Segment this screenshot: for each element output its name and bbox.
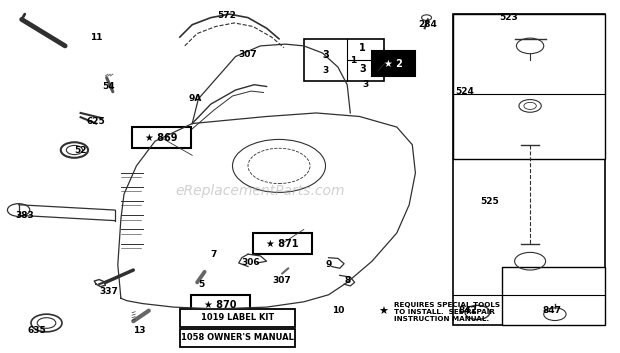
Text: 842: 842	[459, 306, 477, 315]
Text: 572: 572	[217, 11, 236, 20]
Text: 9: 9	[326, 260, 332, 269]
Text: 1058 OWNER'S MANUAL: 1058 OWNER'S MANUAL	[180, 333, 294, 342]
Text: 307: 307	[239, 50, 257, 59]
Text: 284: 284	[418, 20, 437, 29]
Circle shape	[422, 15, 432, 20]
Text: ★ 869: ★ 869	[145, 133, 177, 143]
FancyBboxPatch shape	[253, 233, 312, 254]
Text: 847: 847	[542, 306, 561, 315]
Text: 3: 3	[322, 66, 329, 75]
Text: 5: 5	[198, 280, 205, 289]
FancyBboxPatch shape	[502, 267, 604, 325]
Circle shape	[7, 204, 30, 216]
Text: 52: 52	[74, 145, 87, 155]
Text: ★: ★	[378, 307, 388, 317]
Text: 9A: 9A	[188, 94, 202, 103]
Text: eReplacementParts.com: eReplacementParts.com	[175, 184, 345, 198]
FancyBboxPatch shape	[180, 309, 294, 327]
Text: 11: 11	[90, 32, 102, 42]
Text: 383: 383	[16, 211, 34, 220]
Text: 1: 1	[350, 55, 356, 65]
Text: 337: 337	[99, 287, 118, 296]
Text: 3: 3	[360, 64, 366, 74]
Text: 524: 524	[456, 87, 474, 96]
Text: 307: 307	[273, 276, 291, 285]
FancyBboxPatch shape	[453, 14, 604, 159]
Text: ★ 2: ★ 2	[384, 59, 403, 68]
Text: 625: 625	[87, 117, 105, 126]
Text: 10: 10	[332, 306, 344, 315]
Text: 306: 306	[242, 258, 260, 268]
Text: ★ 871: ★ 871	[266, 239, 298, 249]
Text: 7: 7	[211, 250, 217, 259]
Text: 523: 523	[499, 13, 518, 22]
FancyBboxPatch shape	[453, 14, 604, 325]
FancyBboxPatch shape	[180, 329, 294, 347]
FancyBboxPatch shape	[304, 39, 384, 81]
FancyBboxPatch shape	[372, 51, 415, 76]
Text: 635: 635	[28, 325, 46, 335]
FancyBboxPatch shape	[191, 295, 249, 316]
Text: 3: 3	[363, 80, 369, 89]
FancyBboxPatch shape	[131, 127, 191, 148]
Text: REQUIRES SPECIAL TOOLS
TO INSTALL.  SEE REPAIR
INSTRUCTION MANUAL.: REQUIRES SPECIAL TOOLS TO INSTALL. SEE R…	[394, 303, 500, 322]
Text: 54: 54	[102, 82, 115, 91]
Text: 1019 LABEL KIT: 1019 LABEL KIT	[200, 313, 274, 322]
Text: ★ 870: ★ 870	[204, 300, 236, 310]
Text: 1: 1	[360, 43, 366, 53]
Text: 8: 8	[344, 276, 350, 285]
Text: 525: 525	[480, 197, 499, 206]
Text: 3: 3	[322, 50, 329, 60]
Text: 13: 13	[133, 325, 146, 335]
